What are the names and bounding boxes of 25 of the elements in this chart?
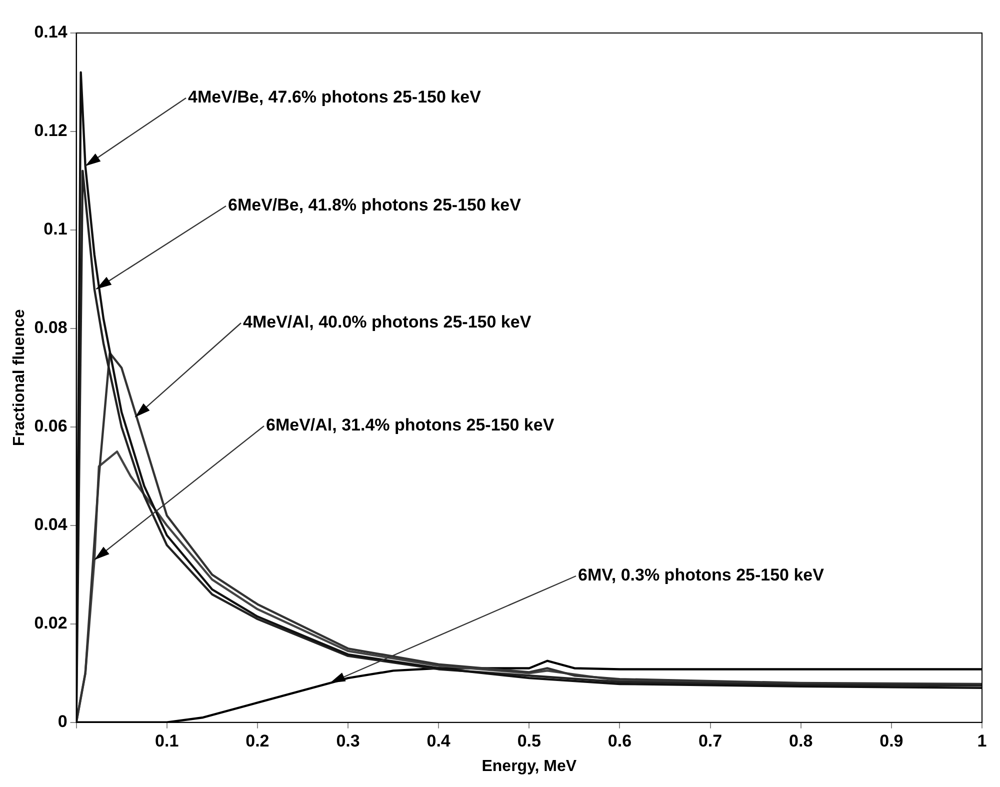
y-tick-label: 0.14	[34, 22, 68, 42]
annotation: 6MeV/Al, 31.4% photons 25-150 keV	[266, 416, 555, 435]
y-axis-title: Fractional fluence	[11, 309, 28, 446]
x-tick-label: 0.7	[698, 731, 722, 750]
y-tick-label: 0.04	[34, 515, 68, 534]
x-axis-title: Energy, MeV	[482, 758, 577, 775]
y-tick-label: 0	[58, 712, 68, 732]
y-tick-label: 0.06	[34, 416, 68, 436]
annotation: 6MV, 0.3% photons 25-150 keV	[578, 566, 825, 585]
y-tick-label: 0.02	[34, 614, 68, 633]
y-tick-label: 0.12	[34, 121, 68, 140]
x-tick-label: 0.5	[517, 731, 541, 750]
annotation: 6MeV/Be, 41.8% photons 25-150 keV	[228, 196, 522, 215]
x-tick-label: 0.3	[336, 731, 360, 750]
y-tick-label: 0.08	[34, 318, 68, 338]
y-tick-label: 0.1	[44, 220, 68, 239]
x-tick-label: 1	[977, 731, 987, 750]
x-tick-label: 0.2	[246, 731, 270, 750]
x-tick-label: 0.4	[426, 731, 451, 750]
annotation: 4MeV/Al, 40.0% photons 25-150 keV	[243, 312, 532, 332]
x-tick-label: 0.1	[155, 731, 179, 750]
x-tick-label: 0.9	[880, 731, 904, 750]
x-tick-label: 0.6	[608, 731, 632, 750]
annotation: 4MeV/Be, 47.6% photons 25-150 keV	[188, 88, 482, 107]
x-tick-label: 0.8	[789, 731, 813, 750]
